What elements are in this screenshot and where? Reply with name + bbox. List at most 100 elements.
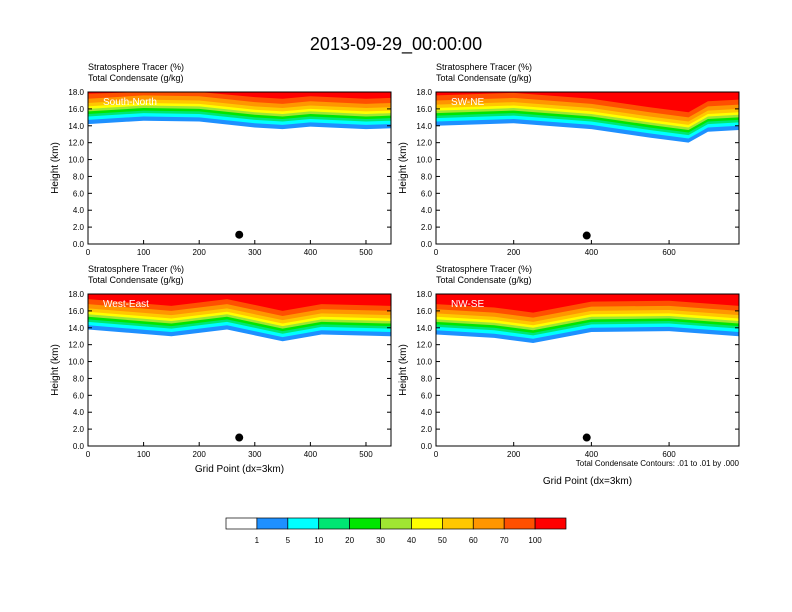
panel-subtitle-condensate: Total Condensate (g/kg)	[88, 73, 184, 83]
y-tick-label: 2.0	[421, 223, 433, 232]
panel-subtitle-condensate: Total Condensate (g/kg)	[88, 275, 184, 285]
panel-subtitle-tracer: Stratosphere Tracer (%)	[88, 264, 184, 274]
y-tick-label: 12.0	[68, 341, 84, 350]
x-tick-label: 400	[585, 248, 599, 257]
colorbar-label: 10	[314, 536, 323, 545]
colorbar-swatch	[349, 517, 381, 530]
y-tick-label: 0.0	[73, 442, 85, 451]
plot-frame	[435, 91, 740, 245]
panel-label: SW-NE	[451, 97, 484, 108]
colorbar-label: 100	[528, 536, 542, 545]
panel-subtitle-condensate: Total Condensate (g/kg)	[436, 275, 532, 285]
contour-note: Total Condensate Contours: .01 to .01 by…	[576, 459, 740, 468]
panels: Stratosphere Tracer (%)Total Condensate …	[50, 62, 740, 487]
y-tick-label: 0.0	[421, 442, 433, 451]
colorbar: 1 5 10 20 30 40 50 60 70 100	[225, 517, 567, 545]
figure-title: 2013-09-29_00:00:00	[310, 34, 482, 55]
x-tick-label: 0	[434, 450, 439, 459]
y-tick-label: 2.0	[421, 425, 433, 434]
y-tick-label: 18.0	[68, 88, 84, 97]
x-tick-label: 600	[662, 248, 676, 257]
panel-subtitle-condensate: Total Condensate (g/kg)	[436, 73, 532, 83]
y-tick-label: 4.0	[73, 206, 85, 215]
panel-label: NW-SE	[451, 299, 484, 310]
tracer-band-10	[88, 294, 391, 311]
x-tick-label: 200	[193, 450, 207, 459]
x-tick-label: 600	[662, 450, 676, 459]
y-tick-label: 10.0	[68, 156, 84, 165]
plot-area	[88, 294, 391, 446]
colorbar-label: 1	[255, 536, 260, 545]
location-marker	[235, 230, 244, 239]
y-tick-label: 8.0	[73, 172, 85, 181]
y-tick-label: 4.0	[73, 408, 85, 417]
y-tick-label: 18.0	[68, 290, 84, 299]
y-tick-label: 6.0	[421, 391, 433, 400]
x-tick-label: 0	[434, 248, 439, 257]
colorbar-label: 5	[286, 536, 291, 545]
y-tick-label: 4.0	[421, 408, 433, 417]
y-tick-label: 14.0	[416, 122, 432, 131]
panel-subtitle-tracer: Stratosphere Tracer (%)	[436, 62, 532, 72]
y-tick-label: 10.0	[68, 358, 84, 367]
y-tick-label: 10.0	[416, 358, 432, 367]
y-tick-label: 14.0	[68, 122, 84, 131]
colorbar-swatch	[256, 517, 289, 530]
colorbar-label: 70	[500, 536, 509, 545]
panel-label: South-North	[103, 97, 157, 108]
location-marker	[235, 433, 244, 442]
colorbar-label: 30	[376, 536, 385, 545]
y-axis-label: Height (km)	[50, 142, 61, 194]
x-tick-label: 100	[137, 450, 151, 459]
y-tick-label: 14.0	[416, 324, 432, 333]
y-tick-label: 8.0	[421, 374, 433, 383]
y-tick-label: 14.0	[68, 324, 84, 333]
y-tick-label: 8.0	[73, 374, 85, 383]
y-axis-label: Height (km)	[398, 142, 409, 194]
x-tick-label: 400	[585, 450, 599, 459]
x-tick-label: 100	[137, 248, 151, 257]
plot-frame	[87, 91, 392, 245]
y-tick-label: 6.0	[73, 189, 85, 198]
location-marker	[582, 231, 591, 240]
y-tick-label: 18.0	[416, 290, 432, 299]
y-tick-label: 6.0	[73, 391, 85, 400]
colorbar-swatch	[411, 517, 443, 530]
x-axis-label: Grid Point (dx=3km)	[195, 464, 284, 475]
x-tick-label: 500	[359, 248, 373, 257]
panel-sw-ne: Stratosphere Tracer (%)Total Condensate …	[398, 62, 740, 257]
y-tick-label: 10.0	[416, 156, 432, 165]
x-tick-label: 200	[193, 248, 207, 257]
x-tick-label: 400	[304, 450, 318, 459]
panel-subtitle-tracer: Stratosphere Tracer (%)	[436, 264, 532, 274]
tracer-band-10	[88, 92, 391, 99]
colorbar-label: 60	[469, 536, 478, 545]
colorbar-label: 20	[345, 536, 354, 545]
y-tick-label: 6.0	[421, 189, 433, 198]
colorbar-label: 40	[407, 536, 416, 545]
y-tick-label: 4.0	[421, 206, 433, 215]
panel-label: West-East	[103, 299, 149, 310]
tracer-band-10	[436, 294, 739, 313]
x-tick-label: 500	[359, 450, 373, 459]
plot-frame	[435, 293, 740, 447]
panel-subtitle-tracer: Stratosphere Tracer (%)	[88, 62, 184, 72]
y-axis-label: Height (km)	[50, 344, 61, 396]
y-axis-label: Height (km)	[398, 344, 409, 396]
y-tick-label: 0.0	[73, 240, 85, 249]
plot-frame	[87, 293, 392, 447]
y-tick-label: 12.0	[416, 139, 432, 148]
colorbar-swatch	[503, 517, 536, 530]
y-tick-label: 18.0	[416, 88, 432, 97]
x-tick-label: 400	[304, 248, 318, 257]
colorbar-swatch	[380, 517, 412, 530]
y-tick-label: 2.0	[73, 425, 85, 434]
y-tick-label: 0.0	[421, 240, 433, 249]
colorbar-swatch	[225, 517, 258, 530]
x-axis-label: Grid Point (dx=3km)	[543, 476, 632, 487]
colorbar-swatch	[287, 517, 320, 530]
colorbar-label: 50	[438, 536, 447, 545]
panel-nw-se: Stratosphere Tracer (%)Total Condensate …	[398, 264, 740, 487]
y-tick-label: 16.0	[68, 307, 84, 316]
